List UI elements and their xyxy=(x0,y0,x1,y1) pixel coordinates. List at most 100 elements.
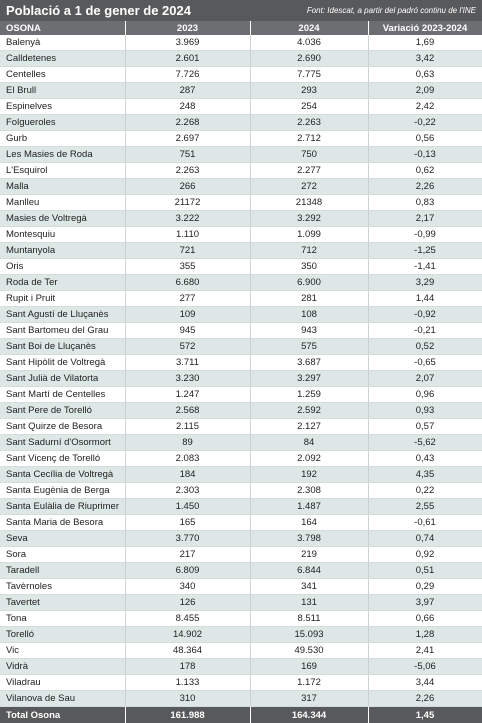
cell: 2.712 xyxy=(250,131,368,147)
cell: 8.511 xyxy=(250,611,368,627)
cell: 2.115 xyxy=(125,419,250,435)
cell: 0,43 xyxy=(368,451,482,467)
cell: Sant Agustí de Lluçanès xyxy=(0,307,125,323)
cell: 6.809 xyxy=(125,563,250,579)
cell: Calldetenes xyxy=(0,51,125,67)
cell: 2.592 xyxy=(250,403,368,419)
cell: 2.303 xyxy=(125,483,250,499)
cell: 7.775 xyxy=(250,67,368,83)
cell: 1,45 xyxy=(368,707,482,723)
cell: 254 xyxy=(250,99,368,115)
cell: 48.364 xyxy=(125,643,250,659)
cell: 164.344 xyxy=(250,707,368,723)
cell: 281 xyxy=(250,291,368,307)
cell: Balenyà xyxy=(0,35,125,51)
cell: -0,21 xyxy=(368,323,482,339)
cell: 2.092 xyxy=(250,451,368,467)
cell: Manlleu xyxy=(0,195,125,211)
cell: 4,35 xyxy=(368,467,482,483)
cell: 8.455 xyxy=(125,611,250,627)
cell: Oris xyxy=(0,259,125,275)
cell: 248 xyxy=(125,99,250,115)
cell: 2,17 xyxy=(368,211,482,227)
cell: Sant Martí de Centelles xyxy=(0,387,125,403)
cell: 2.690 xyxy=(250,51,368,67)
cell: 165 xyxy=(125,515,250,531)
cell: 277 xyxy=(125,291,250,307)
cell: 2.083 xyxy=(125,451,250,467)
source: Font: Idescat, a partir del padró contin… xyxy=(307,6,476,15)
cell: 2.697 xyxy=(125,131,250,147)
cell: 192 xyxy=(250,467,368,483)
cell: 751 xyxy=(125,147,250,163)
cell: 109 xyxy=(125,307,250,323)
cell: Vilanova de Sau xyxy=(0,691,125,707)
cell: 341 xyxy=(250,579,368,595)
cell: 2.601 xyxy=(125,51,250,67)
cell: -0,99 xyxy=(368,227,482,243)
cell: -0,92 xyxy=(368,307,482,323)
cell: Montesquiu xyxy=(0,227,125,243)
cell: 750 xyxy=(250,147,368,163)
cell: -0,61 xyxy=(368,515,482,531)
cell: Folgueroles xyxy=(0,115,125,131)
column-header: 2024 xyxy=(250,21,368,35)
cell: 3.711 xyxy=(125,355,250,371)
cell: 0,51 xyxy=(368,563,482,579)
cell: Sant Pere de Torelló xyxy=(0,403,125,419)
cell: 0,56 xyxy=(368,131,482,147)
cell: 2.263 xyxy=(250,115,368,131)
cell: 3.297 xyxy=(250,371,368,387)
cell: 3.687 xyxy=(250,355,368,371)
cell: 0,93 xyxy=(368,403,482,419)
cell: 0,63 xyxy=(368,67,482,83)
cell: 2.308 xyxy=(250,483,368,499)
cell: 2,42 xyxy=(368,99,482,115)
cell: 3.770 xyxy=(125,531,250,547)
cell: -0,13 xyxy=(368,147,482,163)
cell: 0,66 xyxy=(368,611,482,627)
cell: 6.844 xyxy=(250,563,368,579)
cell: Sant Hipòlit de Voltregà xyxy=(0,355,125,371)
cell: 3,97 xyxy=(368,595,482,611)
cell: 2,26 xyxy=(368,179,482,195)
cell: Sant Vicenç de Torelló xyxy=(0,451,125,467)
cell: 287 xyxy=(125,83,250,99)
cell: 2.127 xyxy=(250,419,368,435)
cell: 6.680 xyxy=(125,275,250,291)
cell: 2.568 xyxy=(125,403,250,419)
cell: 4.036 xyxy=(250,35,368,51)
cell: 2,55 xyxy=(368,499,482,515)
cell: 317 xyxy=(250,691,368,707)
cell: 219 xyxy=(250,547,368,563)
cell: Total Osona xyxy=(0,707,125,723)
cell: 0,29 xyxy=(368,579,482,595)
cell: 0,22 xyxy=(368,483,482,499)
cell: 2,09 xyxy=(368,83,482,99)
cell: Vic xyxy=(0,643,125,659)
cell: 943 xyxy=(250,323,368,339)
cell: Santa Eugènia de Berga xyxy=(0,483,125,499)
cell: 0,96 xyxy=(368,387,482,403)
cell: 178 xyxy=(125,659,250,675)
